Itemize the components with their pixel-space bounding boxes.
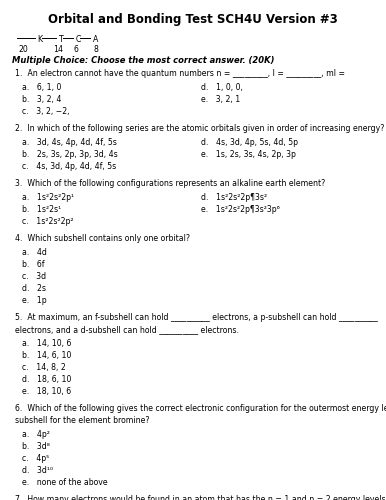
Text: e.   3, 2, 1: e. 3, 2, 1 bbox=[201, 95, 240, 104]
Text: c.   1s²2s²2p²: c. 1s²2s²2p² bbox=[22, 217, 74, 226]
Text: c.   3, 2, −2,: c. 3, 2, −2, bbox=[22, 107, 70, 116]
Text: d.   1s²2s²2p¶3s²: d. 1s²2s²2p¶3s² bbox=[201, 193, 267, 202]
Text: a.   14, 10, 6: a. 14, 10, 6 bbox=[22, 339, 72, 348]
Text: b.   6f: b. 6f bbox=[22, 260, 45, 269]
Text: d.   4s, 3d, 4p, 5s, 4d, 5p: d. 4s, 3d, 4p, 5s, 4d, 5p bbox=[201, 138, 298, 147]
Text: a.   3d, 4s, 4p, 4d, 4f, 5s: a. 3d, 4s, 4p, 4d, 4f, 5s bbox=[22, 138, 117, 147]
Text: 6: 6 bbox=[74, 45, 78, 54]
Text: b.   3, 2, 4: b. 3, 2, 4 bbox=[22, 95, 62, 104]
Text: Multiple Choice: Choose the most correct answer. (20K): Multiple Choice: Choose the most correct… bbox=[12, 56, 274, 65]
Text: C: C bbox=[76, 35, 81, 44]
Text: e.   1s, 2s, 3s, 4s, 2p, 3p: e. 1s, 2s, 3s, 4s, 2p, 3p bbox=[201, 150, 296, 159]
Text: K: K bbox=[37, 35, 42, 44]
Text: Orbital and Bonding Test SCH4U Version #3: Orbital and Bonding Test SCH4U Version #… bbox=[48, 13, 338, 26]
Text: c.   14, 8, 2: c. 14, 8, 2 bbox=[22, 363, 66, 372]
Text: A: A bbox=[93, 35, 98, 44]
Text: 7.  How many electrons would be found in an atom that has the n = 1 and n = 2 en: 7. How many electrons would be found in … bbox=[15, 495, 386, 500]
Text: a.   4p²: a. 4p² bbox=[22, 430, 50, 439]
Text: c.   4p⁵: c. 4p⁵ bbox=[22, 454, 50, 463]
Text: e.   1p: e. 1p bbox=[22, 296, 47, 305]
Text: c.   3d: c. 3d bbox=[22, 272, 47, 281]
Text: a.   1s²2s²2p¹: a. 1s²2s²2p¹ bbox=[22, 193, 74, 202]
Text: 3.  Which of the following configurations represents an alkaline earth element?: 3. Which of the following configurations… bbox=[15, 179, 325, 188]
Text: e.   18, 10, 6: e. 18, 10, 6 bbox=[22, 387, 71, 396]
Text: e.   none of the above: e. none of the above bbox=[22, 478, 108, 487]
Text: 4.  Which subshell contains only one orbital?: 4. Which subshell contains only one orbi… bbox=[15, 234, 190, 243]
Text: d.   18, 6, 10: d. 18, 6, 10 bbox=[22, 375, 72, 384]
Text: 5.  At maximum, an f-subshell can hold __________ electrons, a p-subshell can ho: 5. At maximum, an f-subshell can hold __… bbox=[15, 313, 378, 322]
Text: a.   6, 1, 0: a. 6, 1, 0 bbox=[22, 83, 62, 92]
Text: b.   2s, 3s, 2p, 3p, 3d, 4s: b. 2s, 3s, 2p, 3p, 3d, 4s bbox=[22, 150, 118, 159]
Text: 2.  In which of the following series are the atomic orbitals given in order of i: 2. In which of the following series are … bbox=[15, 124, 384, 133]
Text: d.   3d¹⁰: d. 3d¹⁰ bbox=[22, 466, 54, 475]
Text: 6.  Which of the following gives the correct electronic configuration for the ou: 6. Which of the following gives the corr… bbox=[15, 404, 386, 413]
Text: a.   4d: a. 4d bbox=[22, 248, 47, 257]
Text: d.   1, 0, 0,: d. 1, 0, 0, bbox=[201, 83, 242, 92]
Text: b.   1s²2s¹: b. 1s²2s¹ bbox=[22, 205, 62, 214]
Text: d.   2s: d. 2s bbox=[22, 284, 46, 293]
Text: subshell for the element bromine?: subshell for the element bromine? bbox=[15, 416, 149, 425]
Text: b.   3d⁸: b. 3d⁸ bbox=[22, 442, 50, 451]
Text: e.   1s²2s²2p¶3s²3p⁶: e. 1s²2s²2p¶3s²3p⁶ bbox=[201, 205, 279, 214]
Text: 1.  An electron cannot have the quantum numbers n = _________, l = _________, ml: 1. An electron cannot have the quantum n… bbox=[15, 69, 345, 78]
Text: b.   14, 6, 10: b. 14, 6, 10 bbox=[22, 351, 72, 360]
Text: 14: 14 bbox=[53, 45, 63, 54]
Text: 20: 20 bbox=[18, 45, 28, 54]
Text: 8: 8 bbox=[93, 45, 98, 54]
Text: T: T bbox=[59, 35, 63, 44]
Text: electrons, and a d-subshell can hold __________ electrons.: electrons, and a d-subshell can hold ___… bbox=[15, 325, 239, 334]
Text: c.   4s, 3d, 4p, 4d, 4f, 5s: c. 4s, 3d, 4p, 4d, 4f, 5s bbox=[22, 162, 117, 171]
